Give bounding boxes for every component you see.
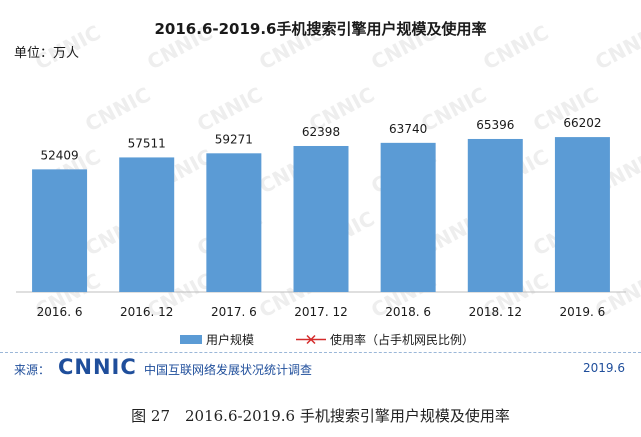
legend-line-marker xyxy=(306,334,316,345)
legend: 用户规模 使用率（占手机网民比例） xyxy=(180,332,474,347)
x-tick-label: 2016. 12 xyxy=(120,305,173,319)
x-tick-label: 2017. 6 xyxy=(211,305,257,319)
bar-value-label: 66202 xyxy=(563,116,601,130)
source-organization: 中国互联网络发展状况统计调查 xyxy=(144,363,313,377)
bar xyxy=(293,145,349,292)
bar xyxy=(206,153,262,292)
bar-value-labels: 52409 57511 59271 62398 63740 65396 66202 xyxy=(40,116,601,162)
footer-divider xyxy=(0,352,641,353)
figure-caption: 图 27 2016.6-2019.6 手机搜索引擎用户规模及使用率 xyxy=(131,407,510,425)
unit-label: 单位：万人 xyxy=(14,46,80,61)
bar xyxy=(119,157,175,292)
legend-bar-swatch xyxy=(180,335,202,344)
bar-value-label: 52409 xyxy=(40,148,78,162)
bar-value-label: 59271 xyxy=(215,132,253,146)
source-label: 来源： xyxy=(14,363,51,377)
chart-title: 2016.6-2019.6手机搜索引擎用户规模及使用率 xyxy=(154,20,487,38)
watermark-text: CNNIC xyxy=(193,82,266,136)
bar xyxy=(32,169,88,292)
bar-series xyxy=(32,137,610,292)
x-tick-label: 2019. 6 xyxy=(560,305,606,319)
source-date: 2019.6 xyxy=(583,361,625,375)
x-tick-label: 2018. 6 xyxy=(385,305,431,319)
bar xyxy=(380,142,436,292)
bar xyxy=(467,138,523,292)
bar-value-label: 65396 xyxy=(476,118,514,132)
x-tick-label: 2017. 12 xyxy=(294,305,347,319)
x-tick-labels: 2016. 6 2016. 12 2017. 6 2017. 12 2018. 6 201… xyxy=(37,305,606,319)
bar-value-label: 62398 xyxy=(302,125,340,139)
cnnic-logo: CNNIC xyxy=(58,355,137,379)
legend-bar-label: 用户规模 xyxy=(206,332,254,347)
x-tick-label: 2016. 6 xyxy=(37,305,83,319)
legend-line-label: 使用率（占手机网民比例） xyxy=(330,332,474,347)
x-tick-label: 2018. 12 xyxy=(469,305,522,319)
chart-area: CNNIC CNNIC CNNIC CNNIC CNNIC CNNIC CNNIC CNNIC… xyxy=(0,0,641,392)
bar xyxy=(554,137,610,292)
bar-value-label: 63740 xyxy=(389,122,427,136)
watermark-text: CNNIC xyxy=(81,82,154,136)
bar-value-label: 57511 xyxy=(128,136,166,150)
